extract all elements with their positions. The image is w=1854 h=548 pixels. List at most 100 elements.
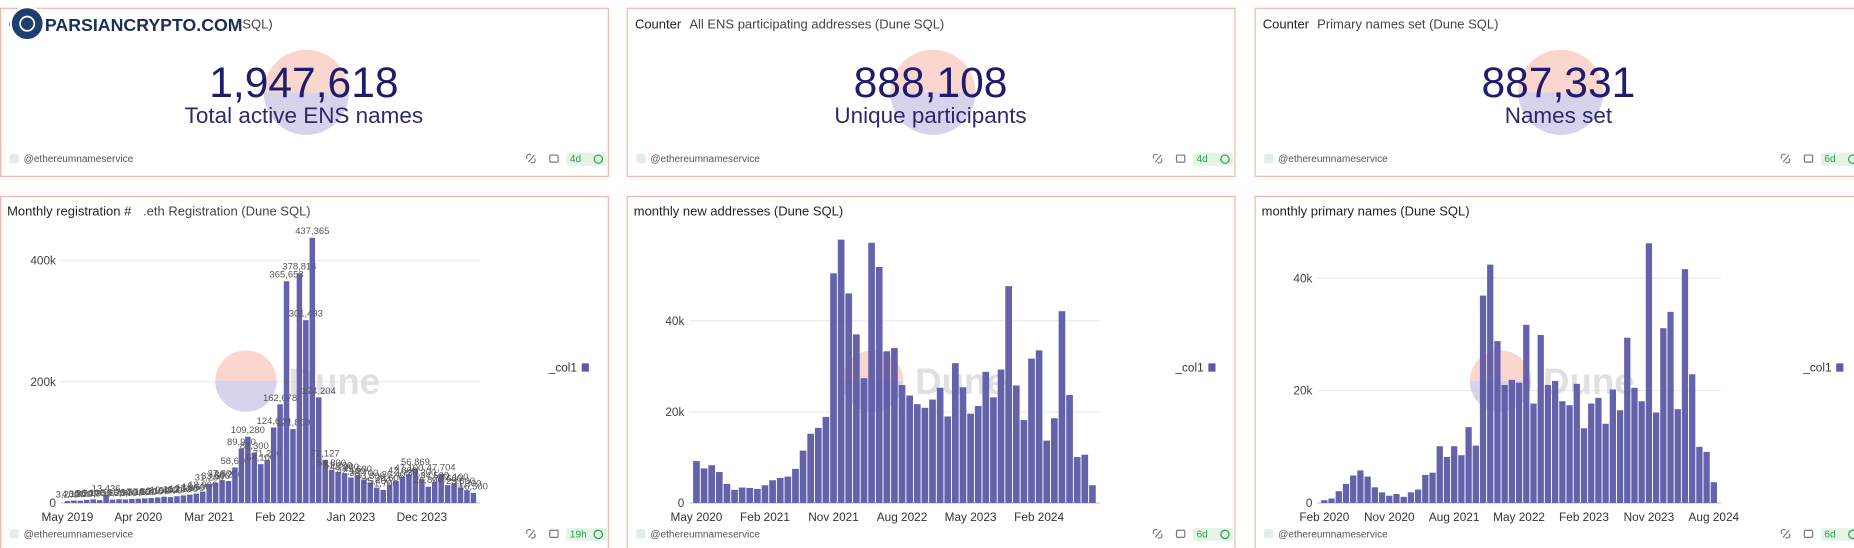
age-text: 6d [1197,529,1208,540]
watermark-logo [9,5,45,42]
bar [784,476,792,504]
bar [148,498,154,504]
data-label: 58,600 [221,456,250,467]
data-label: 89,900 [227,437,256,448]
data-label: 48,900 [330,462,359,473]
x-tick-label: May 2020 [671,510,723,524]
bar [1681,269,1689,504]
bar [693,461,700,504]
data-label: 13,800 [175,483,204,494]
data-label: 26,800 [414,475,443,486]
bar [1667,311,1674,504]
bar [90,499,96,504]
bar [96,500,103,504]
bar [425,486,432,504]
bar [891,348,898,504]
bar [1530,403,1537,504]
bar [444,485,451,504]
bar [238,448,245,504]
bar [84,499,90,504]
y-tick-label: 40k [1293,271,1312,285]
data-label: 6,100 [81,488,105,499]
bar [451,483,457,504]
y-tick-label: 0 [49,496,56,510]
bar [974,405,982,504]
age-text: 6d [1824,154,1835,165]
bar [399,477,406,504]
bar [361,479,367,504]
bar [1414,489,1422,504]
camera-icon [1175,529,1186,538]
bar [1407,492,1415,504]
chart-title: Monthly registration # [7,203,132,218]
data-label: 36,400 [382,469,411,480]
counter-title: Counter [1263,16,1310,31]
data-label: 8,200 [139,486,163,497]
bar [845,293,853,504]
bar [913,404,921,504]
bar [264,459,270,504]
legend-swatch [581,363,589,372]
x-tick-label: Aug 2022 [877,510,928,524]
bar [419,479,425,504]
bar [1487,264,1494,504]
bar [380,489,386,504]
bar [1609,389,1616,504]
bar [814,427,822,504]
age-text: 4d [1197,154,1208,165]
bar [1566,405,1573,504]
data-label: 51,300 [324,460,353,471]
bar [1588,403,1595,504]
bar [232,467,238,504]
bar [341,473,348,504]
bar [1638,401,1645,504]
data-label: 4,800 [88,489,112,500]
bar [944,416,952,504]
bar [990,397,997,504]
x-tick-label: Nov 2023 [1624,510,1675,524]
bar [830,273,837,504]
data-label: 31,200 [195,473,224,484]
data-label: 32,100 [440,472,469,483]
owner-name: @ethereumnameservice [1278,154,1388,165]
data-label: 6,200 [107,488,131,499]
bar [1028,358,1035,504]
bar [245,436,251,504]
bar [1400,496,1407,504]
bar [180,495,187,504]
owner-name: @ethereumnameservice [650,154,760,165]
bar [122,499,129,504]
data-label: 47,704 [427,463,456,474]
x-tick-label: Aug 2024 [1689,510,1740,524]
chart-title: monthly new addresses (Dune SQL) [634,203,843,218]
bar [982,371,990,504]
age-text: 6d [1824,529,1835,540]
owner-name: @ethereumnameservice [24,529,134,540]
bar [457,487,464,504]
age-text: 4d [570,154,581,165]
bar [1696,446,1703,504]
data-label: 42,800 [388,466,417,477]
bar [1073,457,1081,504]
bar [1035,350,1043,504]
bar [921,407,929,504]
camera-icon [549,154,559,163]
legend-swatch [1836,363,1844,372]
bar [406,474,412,504]
data-label: 10,400 [150,485,179,496]
data-label: 3,200 [56,490,80,501]
check-icon [593,154,604,164]
bar [1328,498,1335,504]
y-tick-label: 400k [30,254,56,268]
bar [1386,495,1393,504]
bar [754,488,761,504]
y-tick-label: 20k [1293,384,1312,398]
y-tick-label: 20k [665,405,684,419]
legend-label: _col1 [1802,361,1831,375]
bar [142,498,148,504]
bar [1429,472,1436,504]
bar [952,363,959,504]
bar [746,487,754,504]
camera-icon [1803,154,1814,163]
bar [807,433,815,504]
